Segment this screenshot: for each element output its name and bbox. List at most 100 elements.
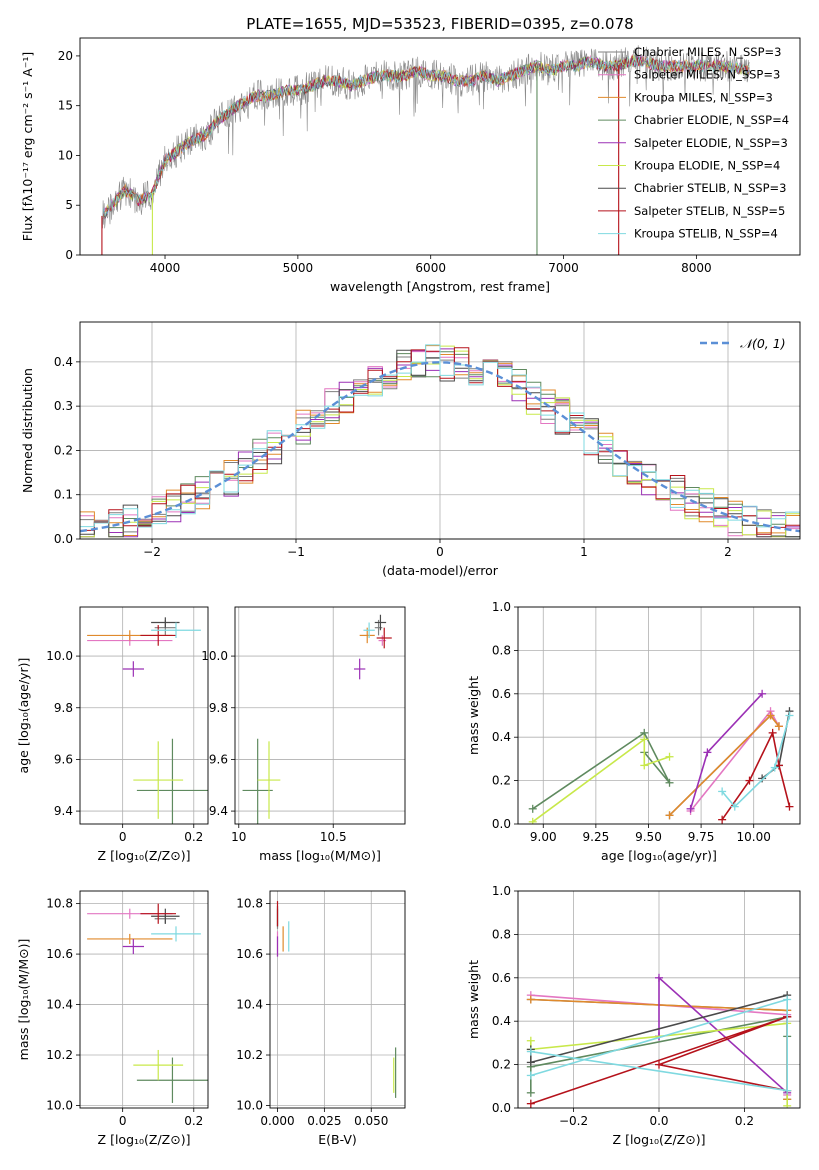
x-tick-label: 7000 bbox=[548, 261, 579, 275]
x-tick-label: 9.75 bbox=[688, 830, 715, 844]
legend-label-chabrier_stelib: Chabrier STELIB, N_SSP=3 bbox=[634, 181, 786, 195]
x-axis-label: (data-model)/error bbox=[382, 563, 499, 578]
figure-title: PLATE=1655, MJD=53523, FIBERID=0395, z=0… bbox=[246, 15, 633, 33]
y-tick-label: 10.8 bbox=[46, 897, 73, 911]
y-tick-label: 9.4 bbox=[209, 804, 228, 818]
x-axis-label: Z [log₁₀(Z/Z⊙)] bbox=[98, 1132, 191, 1147]
axes-frame bbox=[79, 37, 801, 256]
x-tick-label: −1 bbox=[287, 545, 305, 559]
x-tick-label: 9.00 bbox=[530, 830, 557, 844]
panel-age_vs_mass: 10 10.5 9.4 9.6 9.8 10.0 mass [log₁₀(M/M⊙)] bbox=[201, 606, 406, 863]
y-tick-label: 10.8 bbox=[236, 897, 263, 911]
y-tick-label: 0.4 bbox=[54, 355, 73, 369]
y-tick-label: 10.0 bbox=[46, 1098, 73, 1112]
x-tick-label: −0.2 bbox=[559, 1114, 588, 1128]
y-tick-label: 10.2 bbox=[46, 1048, 73, 1062]
panel-weight_vs_age: 9.00 9.25 9.50 9.75 10.00 0.0 0.2 0.4 0.6 0.8 1.0 a… bbox=[466, 600, 801, 863]
y-tick-label: 0.2 bbox=[492, 1058, 511, 1072]
y-tick-label: 9.4 bbox=[54, 804, 73, 818]
x-tick-label: 0.2 bbox=[184, 830, 203, 844]
y-tick-label: 0.0 bbox=[54, 532, 73, 546]
legend-label-kroupa_elodie: Kroupa ELODIE, N_SSP=4 bbox=[634, 159, 780, 173]
y-tick-label: 0.2 bbox=[492, 774, 511, 788]
weight-line-kroupa_stelib bbox=[530, 998, 788, 1092]
panel-mass_vs_ebv: 0.000 0.025 0.050 10.0 10.2 10.4 10.6 10.8 E(B-V… bbox=[236, 890, 406, 1147]
y-tick-label: 0.6 bbox=[492, 971, 511, 985]
legend-label-gaussian: 𝒩(0, 1) bbox=[740, 336, 786, 351]
plot-area bbox=[528, 689, 794, 824]
y-tick-label: 0.1 bbox=[54, 488, 73, 502]
plot-area bbox=[276, 901, 397, 1098]
axes-frame bbox=[517, 890, 801, 1109]
y-axis-label: mass [log₁₀(M/M⊙)] bbox=[16, 939, 31, 1061]
histogram-step-kroupa_stelib bbox=[80, 344, 800, 539]
x-tick-label: 0.050 bbox=[354, 1114, 388, 1128]
y-tick-label: 1.0 bbox=[492, 884, 511, 898]
plot-area bbox=[101, 45, 750, 255]
x-tick-label: 0.025 bbox=[307, 1114, 341, 1128]
y-tick-label: 10.6 bbox=[46, 947, 73, 961]
x-axis-label: mass [log₁₀(M/M⊙)] bbox=[259, 848, 381, 863]
x-tick-label: 9.50 bbox=[635, 830, 662, 844]
x-tick-label: 0.2 bbox=[184, 1114, 203, 1128]
x-tick-label: 10 bbox=[231, 830, 246, 844]
panel-weight_vs_z: −0.2 0.0 0.2 0.0 0.2 0.4 0.6 0.8 1.0 Z [log₁₀(Z/Z… bbox=[466, 884, 801, 1147]
y-axis-label: Flux [fλ10⁻¹⁷ erg cm⁻² s⁻¹ A⁻¹] bbox=[20, 52, 35, 241]
x-tick-label: 2 bbox=[724, 545, 732, 559]
x-tick-label: 0 bbox=[119, 830, 127, 844]
y-tick-label: 10 bbox=[58, 148, 73, 162]
x-tick-label: 5000 bbox=[283, 261, 314, 275]
x-axis-label: age [log₁₀(age/yr)] bbox=[601, 848, 717, 863]
plot-area bbox=[242, 614, 392, 824]
legend-label-kroupa_miles: Kroupa MILES, N_SSP=3 bbox=[634, 90, 773, 104]
legend-label-kroupa_stelib: Kroupa STELIB, N_SSP=4 bbox=[634, 227, 778, 241]
y-axis-label: mass weight bbox=[466, 960, 481, 1039]
panel-age_vs_z: 0 0.2 9.4 9.6 9.8 10.0 Z [log₁₀(Z/Z⊙)] age [log… bbox=[16, 606, 209, 863]
axes-frame bbox=[79, 890, 209, 1109]
plot-area bbox=[87, 617, 208, 824]
y-tick-label: 1.0 bbox=[492, 600, 511, 614]
x-axis-label: Z [log₁₀(Z/Z⊙)] bbox=[613, 1132, 706, 1147]
y-tick-label: 9.8 bbox=[54, 701, 73, 715]
x-tick-label: 10.5 bbox=[320, 830, 347, 844]
x-tick-label: 0.0 bbox=[649, 1114, 668, 1128]
gaussian-curve bbox=[80, 361, 800, 533]
x-axis-label: E(B-V) bbox=[318, 1132, 357, 1147]
x-tick-label: 0.000 bbox=[260, 1114, 294, 1128]
axes-frame bbox=[234, 606, 406, 825]
spectrum-model-line-kroupa_stelib bbox=[102, 55, 750, 219]
legend-label-chabrier_elodie: Chabrier ELODIE, N_SSP=4 bbox=[634, 113, 789, 127]
x-tick-label: 4000 bbox=[150, 261, 181, 275]
y-tick-label: 0.8 bbox=[492, 927, 511, 941]
x-tick-label: −2 bbox=[143, 545, 161, 559]
y-tick-label: 9.6 bbox=[209, 752, 228, 766]
x-tick-label: 10.00 bbox=[737, 830, 771, 844]
y-tick-label: 15 bbox=[58, 99, 73, 113]
panel-mass_vs_z: 0 0.2 10.0 10.2 10.4 10.6 10.8 Z [log₁₀(Z/Z⊙)] m… bbox=[16, 890, 209, 1147]
x-tick-label: 8000 bbox=[681, 261, 712, 275]
y-tick-label: 10.6 bbox=[236, 947, 263, 961]
y-tick-label: 9.6 bbox=[54, 752, 73, 766]
y-tick-label: 9.8 bbox=[209, 701, 228, 715]
legend-label-salpeter_stelib: Salpeter STELIB, N_SSP=5 bbox=[634, 204, 785, 218]
y-tick-label: 10.4 bbox=[46, 998, 73, 1012]
x-axis-label: Z [log₁₀(Z/Z⊙)] bbox=[98, 848, 191, 863]
x-axis-label: wavelength [Angstrom, rest frame] bbox=[330, 279, 550, 294]
y-tick-label: 0.4 bbox=[492, 1014, 511, 1028]
y-axis-label: age [log₁₀(age/yr)] bbox=[16, 658, 31, 774]
y-tick-label: 5 bbox=[65, 198, 73, 212]
axes-frame bbox=[517, 606, 801, 825]
weight-line-kroupa_elodie bbox=[532, 737, 670, 823]
y-tick-label: 10.0 bbox=[236, 1098, 263, 1112]
y-tick-label: 0.6 bbox=[492, 687, 511, 701]
y-axis-label: Normed distribution bbox=[20, 368, 35, 493]
weight-line-salpeter_elodie bbox=[658, 976, 788, 1094]
legend-label-salpeter_miles: Salpeter MILES, N_SSP=3 bbox=[634, 68, 780, 82]
plot-area bbox=[526, 973, 792, 1108]
plot-area bbox=[87, 903, 208, 1103]
x-tick-label: 0 bbox=[436, 545, 444, 559]
y-tick-label: 20 bbox=[58, 49, 73, 63]
panel-spectrum: 4000 5000 6000 7000 8000 0 5 10 15 20 wavelength [… bbox=[20, 37, 801, 294]
y-tick-label: 0.0 bbox=[492, 1101, 511, 1115]
